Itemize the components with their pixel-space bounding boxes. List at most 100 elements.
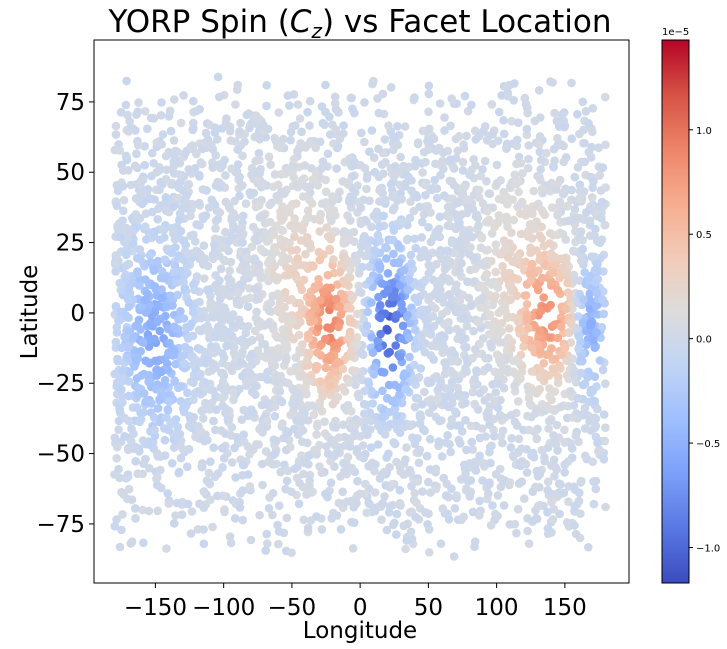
scatter-point bbox=[578, 318, 588, 327]
scatter-point bbox=[499, 501, 509, 510]
scatter-point bbox=[575, 186, 585, 196]
scatter-point bbox=[578, 410, 588, 420]
scatter-point bbox=[245, 482, 255, 491]
scatter-point bbox=[271, 378, 281, 387]
scatter-point bbox=[170, 377, 179, 387]
scatter-point bbox=[287, 246, 296, 255]
scatter-point bbox=[373, 337, 383, 346]
scatter-point bbox=[392, 457, 401, 467]
scatter-point bbox=[562, 518, 572, 527]
scatter-point bbox=[115, 400, 125, 409]
scatter-point bbox=[131, 355, 141, 365]
scatter-point bbox=[346, 216, 355, 225]
scatter-point bbox=[244, 269, 253, 279]
scatter-point bbox=[494, 308, 504, 318]
scatter-point bbox=[116, 108, 126, 117]
scatter-point bbox=[555, 201, 564, 211]
scatter-point bbox=[322, 223, 332, 232]
scatter-point bbox=[136, 347, 145, 356]
scatter-point bbox=[495, 338, 504, 347]
scatter-point bbox=[387, 235, 396, 245]
scatter-point bbox=[232, 85, 242, 94]
scatter-point bbox=[405, 465, 415, 475]
scatter-point bbox=[195, 172, 204, 181]
scatter-point bbox=[246, 190, 256, 200]
scatter-point bbox=[287, 548, 296, 557]
scatter-point bbox=[115, 542, 125, 552]
scatter-point bbox=[600, 220, 610, 230]
scatter-point bbox=[229, 209, 238, 218]
scatter-point bbox=[173, 277, 182, 287]
scatter-point bbox=[375, 197, 384, 206]
scatter-point bbox=[373, 94, 382, 103]
scatter-point bbox=[450, 248, 460, 258]
scatter-point bbox=[276, 467, 286, 477]
scatter-point bbox=[162, 302, 171, 312]
scatter-point bbox=[346, 352, 355, 361]
scatter-point bbox=[557, 140, 566, 149]
scatter-point bbox=[368, 348, 378, 357]
scatter-point bbox=[591, 476, 601, 486]
scatter-point bbox=[440, 265, 450, 274]
scatter-point bbox=[254, 149, 264, 158]
scatter-point bbox=[550, 472, 559, 481]
scatter-point bbox=[331, 423, 341, 432]
scatter-point bbox=[410, 439, 420, 449]
y-tick-label: 75 bbox=[56, 90, 85, 116]
scatter-point bbox=[523, 411, 532, 421]
scatter-point bbox=[488, 293, 497, 302]
scatter-point bbox=[259, 352, 269, 361]
scatter-point bbox=[499, 116, 508, 125]
scatter-point bbox=[507, 116, 516, 126]
scatter-point bbox=[110, 470, 119, 479]
scatter-point bbox=[496, 432, 506, 441]
scatter-point bbox=[402, 536, 412, 545]
scatter-point bbox=[238, 238, 247, 247]
scatter-point bbox=[249, 222, 258, 232]
scatter-point bbox=[124, 391, 134, 401]
scatter-point bbox=[420, 275, 430, 285]
scatter-point bbox=[252, 307, 261, 317]
scatter-point bbox=[370, 246, 380, 255]
scatter-point bbox=[215, 276, 224, 285]
scatter-point bbox=[204, 468, 214, 478]
scatter-point bbox=[218, 349, 227, 358]
scatter-point bbox=[281, 271, 290, 280]
scatter-point bbox=[158, 273, 168, 283]
scatter-point bbox=[179, 314, 189, 323]
scatter-point bbox=[221, 197, 231, 207]
scatter-point bbox=[570, 485, 580, 495]
scatter-point bbox=[550, 253, 560, 262]
scatter-point bbox=[462, 321, 472, 331]
scatter-point bbox=[493, 403, 503, 413]
scatter-point bbox=[326, 478, 336, 488]
scatter-point bbox=[383, 285, 393, 294]
scatter-point bbox=[569, 401, 579, 410]
scatter-point bbox=[536, 165, 545, 174]
x-tick-label: 150 bbox=[543, 595, 587, 621]
scatter-point bbox=[141, 308, 151, 317]
scatter-point bbox=[191, 432, 200, 442]
scatter-point bbox=[281, 484, 290, 494]
scatter-point bbox=[270, 261, 280, 271]
scatter-point bbox=[118, 510, 127, 519]
scatter-point bbox=[424, 548, 434, 557]
scatter-point bbox=[236, 336, 245, 346]
scatter-point bbox=[354, 269, 364, 278]
scatter-point bbox=[458, 166, 468, 175]
scatter-point bbox=[589, 177, 598, 186]
scatter-point bbox=[384, 449, 393, 459]
scatter-point bbox=[219, 454, 229, 463]
scatter-point bbox=[208, 522, 217, 532]
scatter-point bbox=[172, 147, 182, 157]
scatter-point bbox=[491, 240, 501, 249]
scatter-point bbox=[258, 480, 267, 490]
scatter-point bbox=[397, 334, 407, 343]
scatter-point bbox=[426, 185, 435, 194]
scatter-point bbox=[267, 198, 276, 208]
scatter-point bbox=[458, 157, 468, 167]
scatter-point bbox=[478, 293, 488, 303]
scatter-point bbox=[317, 163, 327, 173]
scatter-point bbox=[413, 138, 423, 147]
scatter-point bbox=[410, 489, 420, 498]
